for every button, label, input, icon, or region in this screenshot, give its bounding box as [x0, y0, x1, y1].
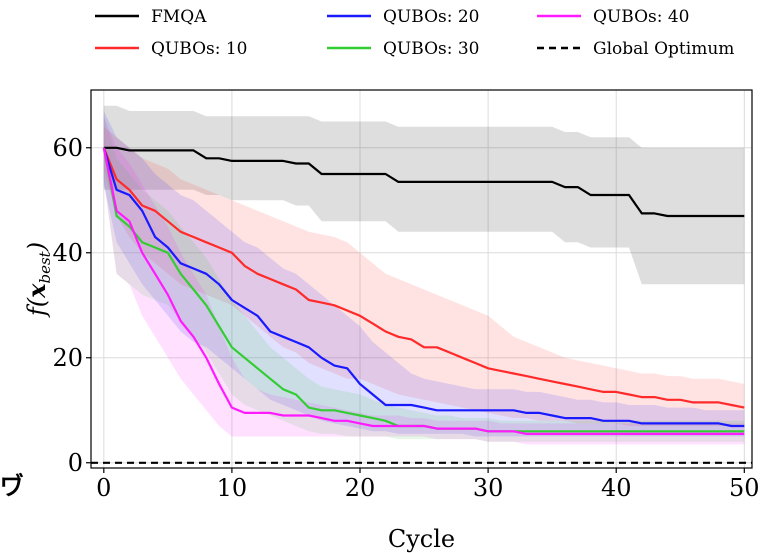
legend-label: Global Optimum: [593, 39, 734, 59]
series-line: [102, 147, 745, 409]
x-tick-label: 30: [473, 474, 504, 502]
plot-frame: [90, 89, 753, 469]
legend-label: QUBOs: 30: [383, 39, 480, 59]
legend: FMQA QUBOs: 20 QUBOs: 40 QUBOs: 10 QUBOs: 30…: [95, 7, 734, 59]
stray-glyph: ヷ: [0, 472, 24, 500]
plot-area: [91, 90, 752, 468]
x-tick-label: 10: [217, 474, 248, 502]
axes: 0 10 20 30 40 50 0 20 40 60 Cycle f(xbest): [22, 89, 760, 553]
series-band: [103, 126, 745, 427]
y-axis-label: f(xbest): [22, 242, 54, 318]
x-tick-label: 20: [345, 474, 376, 502]
legend-label: QUBOs: 10: [151, 39, 248, 59]
legend-label: FMQA: [151, 7, 207, 27]
series-band: [103, 105, 745, 285]
x-tick-label: 50: [729, 474, 760, 502]
y-tick-label: 40: [52, 239, 83, 267]
legend-label: QUBOs: 20: [383, 7, 480, 27]
y-tick-label: 60: [52, 134, 83, 162]
series-line: [102, 147, 745, 435]
x-tick-label: 40: [601, 474, 632, 502]
series-group: [91, 105, 752, 464]
series-line: [102, 147, 745, 428]
x-tick-label: 0: [96, 474, 111, 502]
y-tick-label: 20: [52, 344, 83, 372]
legend-label: QUBOs: 40: [593, 7, 690, 27]
x-axis-label: Cycle: [388, 525, 455, 553]
y-tick-label: 0: [68, 449, 83, 477]
series-band: [103, 111, 745, 437]
series-line: [103, 146, 745, 218]
series-band: [103, 116, 745, 442]
